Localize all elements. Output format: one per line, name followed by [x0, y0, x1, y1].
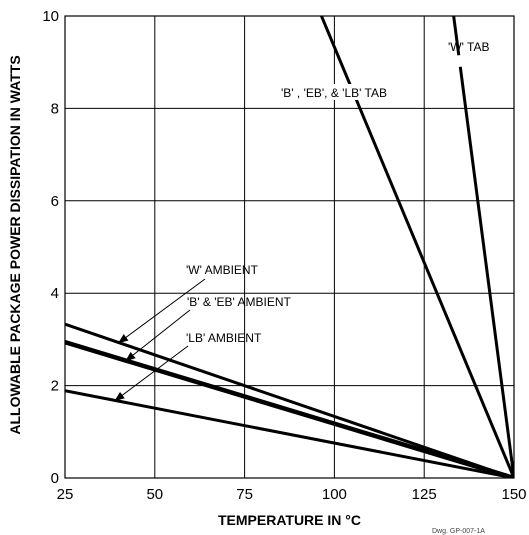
y-tick-label: 10 [42, 8, 59, 25]
series-line [65, 389, 514, 478]
y-tick-label: 0 [51, 470, 59, 487]
annotation-ambient-label: 'W' AMBIENT [186, 263, 259, 277]
series-line [65, 322, 514, 478]
x-tick-label: 100 [322, 486, 347, 503]
series-line [65, 340, 514, 478]
annotations: 'W' TAB 'B' , 'EB', & 'LB' TAB 'W' AMBIENT… [114, 40, 489, 402]
x-tick-label: 25 [57, 486, 74, 503]
x-axis-title: TEMPERATURE IN °C [218, 512, 361, 528]
x-tick-label: 75 [236, 486, 253, 503]
series-line [452, 16, 514, 478]
y-tick-label: 2 [51, 378, 59, 395]
annotation-ambient-label: 'B' & 'EB' AMBIENT [187, 295, 292, 309]
x-tick-label: 150 [501, 486, 526, 503]
y-tick-label: 8 [51, 100, 59, 117]
y-tick-labels: 0 2 4 6 8 10 [42, 8, 59, 487]
annotation-arrow [125, 309, 191, 362]
annotation-arrow [118, 278, 206, 344]
label-gap [455, 54, 464, 68]
annotation-arrow [114, 345, 189, 402]
annotation-ambient-label: 'LB' AMBIENT [186, 331, 262, 345]
x-tick-labels: 25 50 75 100 125 150 [57, 486, 527, 503]
y-tick-label: 4 [51, 285, 59, 302]
annotation-b-eb-lb-tab: 'B' , 'EB', & 'LB' TAB [281, 86, 387, 100]
x-tick-label: 125 [412, 486, 437, 503]
x-tick-label: 50 [146, 486, 163, 503]
annotation-backing [278, 84, 421, 100]
y-tick-label: 6 [51, 193, 59, 210]
annotation-w-tab: 'W' TAB [448, 40, 489, 54]
figure-code: Dwg. GP-007-1A [432, 528, 485, 535]
plot-frame [64, 15, 515, 479]
y-axis-title: ALLOWABLE PACKAGE POWER DISSIPATION IN W… [7, 55, 23, 434]
